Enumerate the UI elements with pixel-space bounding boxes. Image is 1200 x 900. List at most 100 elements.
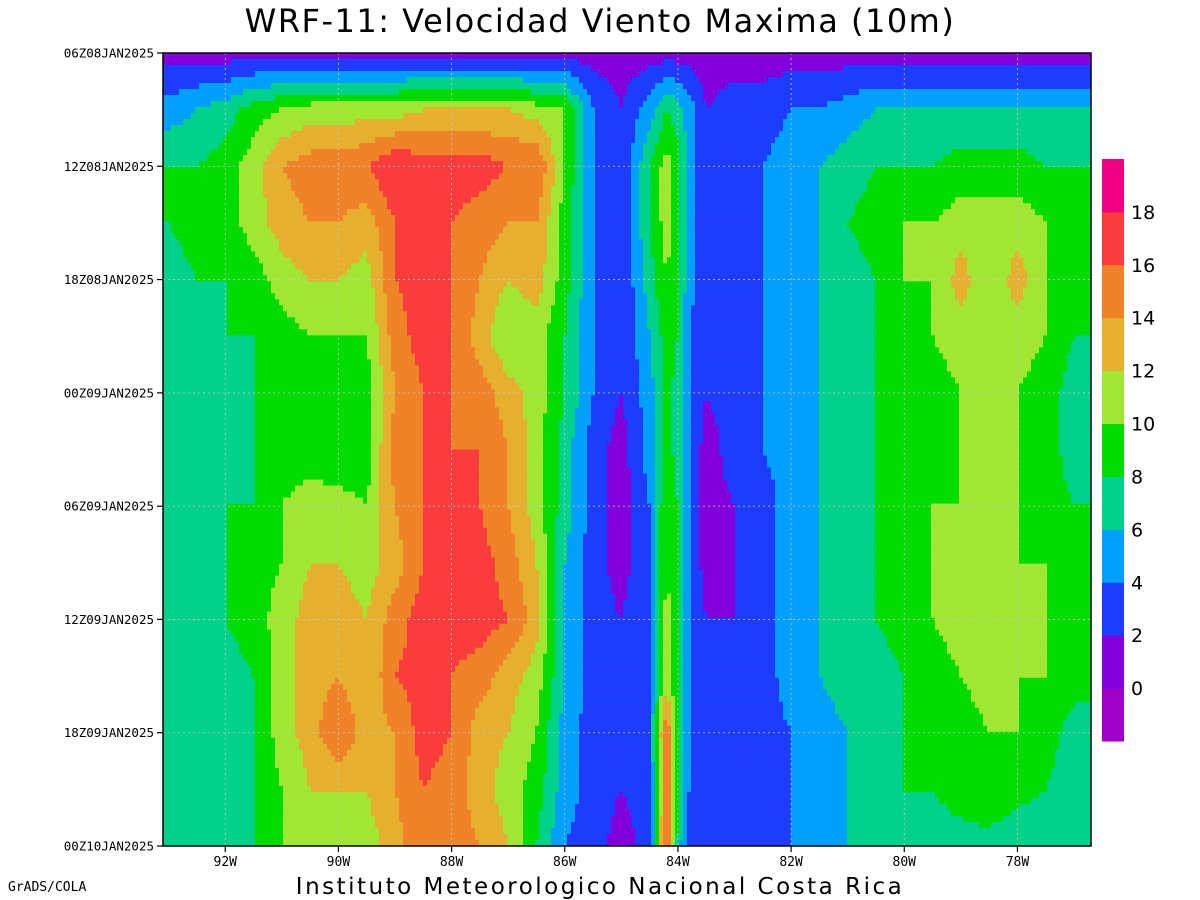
- heatmap-cell: [171, 71, 176, 78]
- heatmap-cell: [395, 179, 400, 186]
- heatmap-cell: [247, 71, 252, 78]
- heatmap-cell: [843, 59, 848, 66]
- heatmap-cell: [999, 71, 1004, 78]
- heatmap-cell: [231, 143, 236, 150]
- heatmap-cell: [479, 155, 484, 162]
- heatmap-cell: [551, 149, 556, 156]
- heatmap-cell: [343, 125, 348, 132]
- heatmap-cell: [463, 131, 468, 138]
- heatmap-cell: [771, 113, 776, 120]
- heatmap-cell: [935, 119, 940, 126]
- heatmap-cell: [427, 71, 432, 78]
- heatmap-cell: [551, 131, 556, 138]
- heatmap-cell: [871, 131, 876, 138]
- heatmap-cell: [263, 113, 268, 120]
- heatmap-cell: [411, 131, 416, 138]
- heatmap-cell: [575, 59, 580, 66]
- heatmap-cell: [715, 101, 720, 108]
- heatmap-cell: [1059, 65, 1064, 72]
- heatmap-cell: [951, 113, 956, 120]
- heatmap-cell: [683, 155, 688, 162]
- heatmap-cell: [987, 173, 992, 180]
- heatmap-cell: [719, 83, 724, 90]
- heatmap-cell: [255, 161, 260, 168]
- heatmap-cell: [963, 95, 968, 102]
- heatmap-cell: [675, 137, 680, 144]
- heatmap-cell: [523, 167, 528, 174]
- heatmap-cell: [991, 149, 996, 156]
- heatmap-cell: [403, 131, 408, 138]
- heatmap-cell: [315, 167, 320, 174]
- heatmap-cell: [755, 131, 760, 138]
- heatmap-cell: [791, 155, 796, 162]
- heatmap-cell: [903, 71, 908, 78]
- heatmap-cell: [255, 101, 260, 108]
- heatmap-cell: [171, 95, 176, 102]
- heatmap-cell: [611, 149, 616, 156]
- heatmap-cell: [543, 143, 548, 150]
- heatmap-cell: [779, 167, 784, 174]
- heatmap-cell: [291, 53, 296, 60]
- heatmap-cell: [463, 53, 468, 60]
- heatmap-cell: [1011, 65, 1016, 72]
- heatmap-cell: [455, 89, 460, 96]
- heatmap-cell: [975, 95, 980, 102]
- heatmap-cell: [631, 173, 636, 180]
- heatmap-cell: [471, 119, 476, 126]
- heatmap-cell: [351, 143, 356, 150]
- heatmap-cell: [339, 137, 344, 144]
- heatmap-cell: [1079, 167, 1084, 174]
- heatmap-cell: [403, 167, 408, 174]
- heatmap-cell: [775, 53, 780, 60]
- heatmap-cell: [967, 65, 972, 72]
- heatmap-cell: [607, 77, 612, 84]
- heatmap-cell: [435, 101, 440, 108]
- heatmap-cell: [671, 155, 676, 162]
- heatmap-cell: [811, 155, 816, 162]
- heatmap-cell: [519, 125, 524, 132]
- heatmap-cell: [707, 125, 712, 132]
- heatmap-cell: [231, 119, 236, 126]
- heatmap-cell: [435, 77, 440, 84]
- heatmap-cell: [399, 173, 404, 180]
- heatmap-cell: [583, 167, 588, 174]
- heatmap-cell: [795, 143, 800, 150]
- heatmap-cell: [783, 149, 788, 156]
- heatmap-cell: [731, 95, 736, 102]
- heatmap-cell: [563, 155, 568, 162]
- heatmap-cell: [943, 155, 948, 162]
- heatmap-cell: [587, 173, 592, 180]
- heatmap-cell: [267, 113, 272, 120]
- heatmap-cell: [647, 131, 652, 138]
- heatmap-cell: [335, 101, 340, 108]
- heatmap-cell: [1079, 113, 1084, 120]
- heatmap-cell: [899, 71, 904, 78]
- heatmap-cell: [819, 125, 824, 132]
- heatmap-cell: [1047, 173, 1052, 180]
- heatmap-cell: [555, 155, 560, 162]
- heatmap-cell: [467, 137, 472, 144]
- heatmap-cell: [283, 89, 288, 96]
- heatmap-cell: [1019, 101, 1024, 108]
- heatmap-cell: [963, 71, 968, 78]
- heatmap-cell: [355, 107, 360, 114]
- heatmap-cell: [995, 119, 1000, 126]
- heatmap-cell: [875, 59, 880, 66]
- heatmap-cell: [231, 59, 236, 66]
- heatmap-cell: [487, 167, 492, 174]
- heatmap-cell: [731, 65, 736, 72]
- heatmap-cell: [1063, 101, 1068, 108]
- heatmap-cell: [571, 179, 576, 186]
- heatmap-cell: [1051, 137, 1056, 144]
- heatmap-cell: [903, 107, 908, 114]
- heatmap-cell: [579, 131, 584, 138]
- heatmap-cell: [571, 65, 576, 72]
- heatmap-cell: [531, 173, 536, 180]
- heatmap-cell: [207, 101, 212, 108]
- heatmap-cell: [275, 167, 280, 174]
- heatmap-cell: [1071, 125, 1076, 132]
- heatmap-cell: [515, 179, 520, 186]
- heatmap-cell: [519, 101, 524, 108]
- heatmap-cell: [623, 179, 628, 186]
- heatmap-cell: [631, 143, 636, 150]
